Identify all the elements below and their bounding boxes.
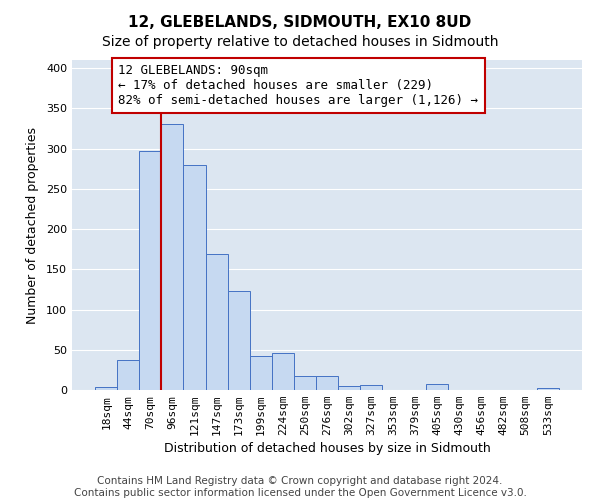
Bar bbox=[427, 384, 448, 390]
Text: Size of property relative to detached houses in Sidmouth: Size of property relative to detached ho… bbox=[102, 35, 498, 49]
Text: 12 GLEBELANDS: 90sqm
← 17% of detached houses are smaller (229)
82% of semi-deta: 12 GLEBELANDS: 90sqm ← 17% of detached h… bbox=[118, 64, 478, 107]
X-axis label: Distribution of detached houses by size in Sidmouth: Distribution of detached houses by size … bbox=[164, 442, 490, 456]
Bar bbox=[117, 360, 139, 390]
Bar bbox=[294, 376, 316, 390]
Bar bbox=[227, 291, 250, 390]
Y-axis label: Number of detached properties: Number of detached properties bbox=[26, 126, 39, 324]
Text: Contains HM Land Registry data © Crown copyright and database right 2024.
Contai: Contains HM Land Registry data © Crown c… bbox=[74, 476, 526, 498]
Bar bbox=[537, 388, 559, 390]
Bar bbox=[184, 166, 206, 390]
Bar bbox=[95, 387, 117, 390]
Bar bbox=[272, 353, 294, 390]
Bar bbox=[161, 124, 184, 390]
Bar bbox=[206, 254, 227, 390]
Bar bbox=[338, 386, 360, 390]
Text: 12, GLEBELANDS, SIDMOUTH, EX10 8UD: 12, GLEBELANDS, SIDMOUTH, EX10 8UD bbox=[128, 15, 472, 30]
Bar bbox=[316, 376, 338, 390]
Bar bbox=[139, 151, 161, 390]
Bar bbox=[250, 356, 272, 390]
Bar bbox=[360, 385, 382, 390]
